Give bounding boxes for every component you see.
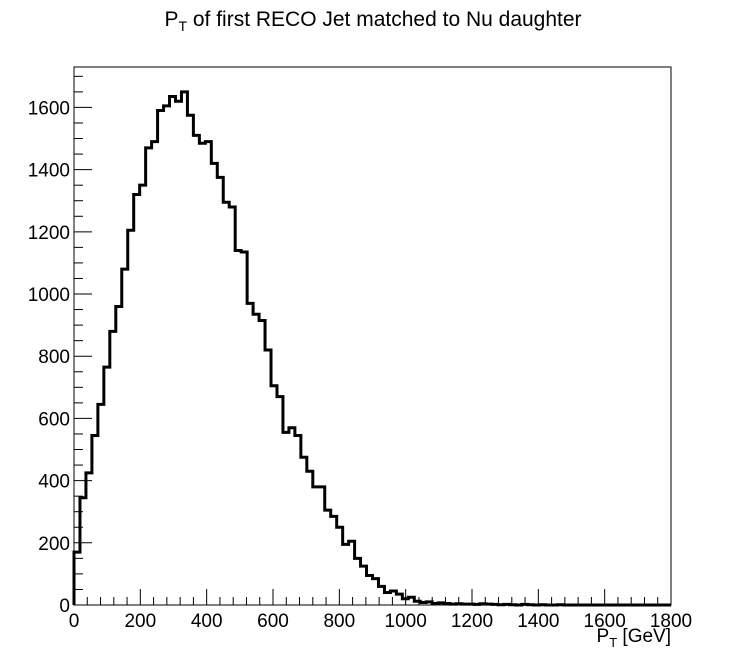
- x-tick-label: 0: [69, 611, 80, 632]
- y-tick-label: 1600: [28, 98, 70, 119]
- plot-frame: [73, 66, 672, 606]
- histogram-series-line: [72, 90, 671, 607]
- x-tick-label: 1000: [385, 611, 427, 632]
- x-tick-label: 1200: [451, 611, 493, 632]
- chart-title: PT of first RECO Jet matched to Nu daugh…: [164, 8, 582, 35]
- x-axis-title: PT [GeV]: [596, 626, 672, 650]
- y-tick-label: 1200: [28, 223, 70, 244]
- x-tick-label: 1400: [517, 611, 559, 632]
- x-axis: 0 200 400 600 800 1000 1200 1400 1600 1800: [69, 589, 692, 632]
- y-tick-label: 800: [38, 347, 70, 368]
- x-tick-label: 800: [323, 611, 355, 632]
- y-tick-label: 1400: [28, 161, 70, 182]
- x-tick-label: 200: [124, 611, 156, 632]
- y-axis: 0 200 400 600 800 1000 1200 1400 1600: [28, 75, 92, 617]
- y-tick-label: 0: [59, 596, 70, 617]
- x-tick-label: 600: [257, 611, 289, 632]
- y-tick-label: 200: [38, 534, 70, 555]
- x-tick-label: 400: [191, 611, 223, 632]
- y-tick-label: 600: [38, 409, 70, 430]
- x-tick-label: 1800: [650, 611, 692, 632]
- y-tick-label: 400: [38, 472, 70, 493]
- y-tick-label: 1000: [28, 285, 70, 306]
- x-tick-label: 1600: [584, 611, 626, 632]
